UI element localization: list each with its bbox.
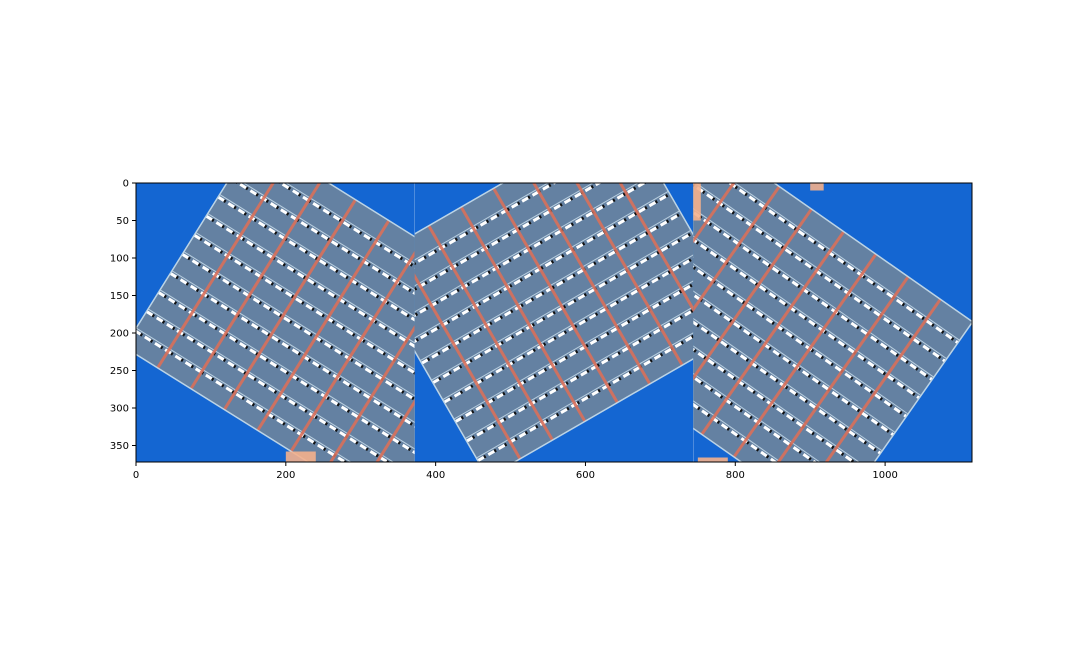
axes-frame <box>135 182 973 463</box>
image-area <box>136 183 972 462</box>
y-tick-label: 250 <box>110 366 129 377</box>
y-tick-label: 200 <box>110 329 129 340</box>
x-tick-label: 1000 <box>872 470 897 481</box>
x-tick-label: 200 <box>276 470 295 481</box>
y-tick-label: 150 <box>110 291 129 302</box>
facade <box>693 183 972 462</box>
image-panel-3 <box>693 183 972 462</box>
x-tick-label: 600 <box>576 470 595 481</box>
x-tick-label: 0 <box>133 470 139 481</box>
wall-patch <box>810 183 824 191</box>
wall-patch <box>697 457 728 462</box>
y-tick-label: 300 <box>110 404 129 415</box>
facade <box>136 183 415 462</box>
y-tick-label: 50 <box>116 216 129 227</box>
wall-patch <box>693 183 701 221</box>
image-panel-1 <box>136 183 415 462</box>
x-tick-label: 800 <box>726 470 745 481</box>
wall-patch <box>285 451 316 462</box>
facade <box>414 183 694 462</box>
axes: 0 200 400 600 800 1000 0 50 100 150 200 250 300 350 <box>110 179 973 481</box>
y-tick-label: 350 <box>110 441 129 452</box>
y-tick-label: 100 <box>110 254 129 265</box>
x-tick-label: 400 <box>426 470 445 481</box>
image-panel-2 <box>414 183 694 462</box>
y-tick-label: 0 <box>123 179 129 190</box>
